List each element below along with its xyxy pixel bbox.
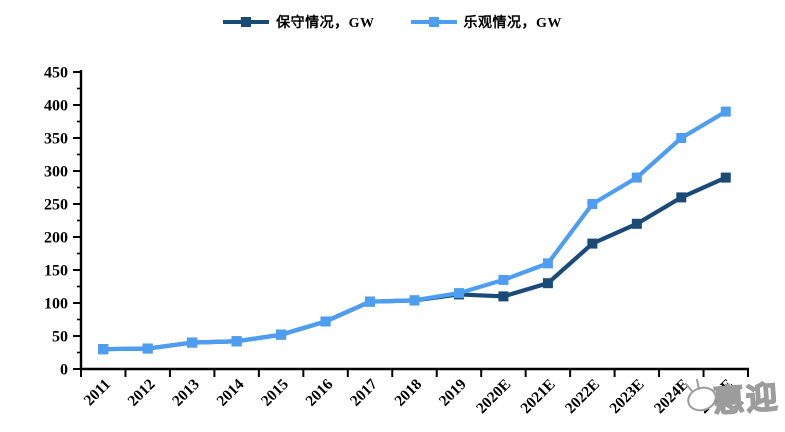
series-optimistic-point-2011 xyxy=(98,344,109,355)
series-optimistic-line xyxy=(101,109,728,352)
x-tick-label: 2024E xyxy=(651,376,692,417)
series-conservative-point-2023E xyxy=(631,218,642,229)
series-conservative-point-2021E xyxy=(542,278,553,289)
x-tick-label: 2011 xyxy=(81,376,114,409)
y-tick-label: 250 xyxy=(44,197,68,214)
y-tick-label: 200 xyxy=(44,230,68,247)
watermark-doodle-icon xyxy=(685,379,700,392)
x-tick-label: 2018 xyxy=(391,376,425,410)
legend-line-marker-icon xyxy=(223,17,270,27)
series-optimistic-point-2015 xyxy=(276,329,287,340)
series-conservative-point-2020E xyxy=(498,291,509,302)
legend-square-marker-icon xyxy=(428,17,439,27)
series-optimistic-point-2019 xyxy=(453,288,464,299)
x-tick-label: 2017 xyxy=(347,376,381,410)
x-tick-label: 2014 xyxy=(214,376,248,410)
legend-square-marker-icon xyxy=(241,17,252,27)
legend-label: 乐观情况，GW xyxy=(463,16,562,31)
y-tick-label: 150 xyxy=(44,263,68,280)
x-tick-label: 2020E xyxy=(473,376,514,417)
series-optimistic-point-2023E xyxy=(631,172,642,183)
y-tick-label: 100 xyxy=(44,296,68,313)
x-tick-label: 2023E xyxy=(606,376,647,417)
series-optimistic-point-2025E xyxy=(720,106,731,117)
series-conservative-point-2024E xyxy=(676,192,687,203)
legend-label: 保守情况，GW xyxy=(276,16,375,31)
series-optimistic-point-2022E xyxy=(587,199,598,209)
series-optimistic-point-2021E xyxy=(542,258,553,269)
x-tick-label: 2015 xyxy=(258,376,292,410)
series-optimistic-point-2013 xyxy=(187,337,198,348)
legend-item-optimistic: 乐观情况，GW xyxy=(410,12,562,32)
series-conservative-line xyxy=(101,175,728,352)
x-tick-label: 2016 xyxy=(302,376,336,410)
legend-item-conservative: 保守情况，GW xyxy=(223,12,374,32)
watermark-text: 惠迎 xyxy=(712,379,780,419)
x-tick-label: 2021E xyxy=(517,376,558,417)
x-tick-label: 2012 xyxy=(125,376,159,410)
x-tick-label: 2013 xyxy=(169,376,203,410)
series-optimistic-point-2012 xyxy=(142,343,153,354)
y-tick-label: 450 xyxy=(44,65,68,82)
series-optimistic-point-2016 xyxy=(320,316,331,327)
series-optimistic-point-2020E xyxy=(498,274,509,285)
x-tick-label: 2022E xyxy=(562,376,603,417)
y-tick-label: 0 xyxy=(60,362,68,379)
series-optimistic-point-2024E xyxy=(676,133,687,143)
series-optimistic-point-2014 xyxy=(231,336,242,347)
series-conservative-point-2022E xyxy=(587,238,598,249)
x-tick-label: 2019 xyxy=(436,376,470,410)
y-tick-label: 300 xyxy=(44,164,68,181)
y-tick-label: 50 xyxy=(52,329,68,346)
chart-legend: 保守情况，GW 乐观情况，GW xyxy=(0,12,785,32)
legend-line-marker-icon xyxy=(410,17,457,27)
y-tick-label: 350 xyxy=(44,131,68,148)
series-conservative-point-2025E xyxy=(720,172,731,183)
y-tick-label: 400 xyxy=(44,98,68,115)
series-optimistic-point-2018 xyxy=(409,295,420,306)
series-optimistic-point-2017 xyxy=(365,296,376,307)
